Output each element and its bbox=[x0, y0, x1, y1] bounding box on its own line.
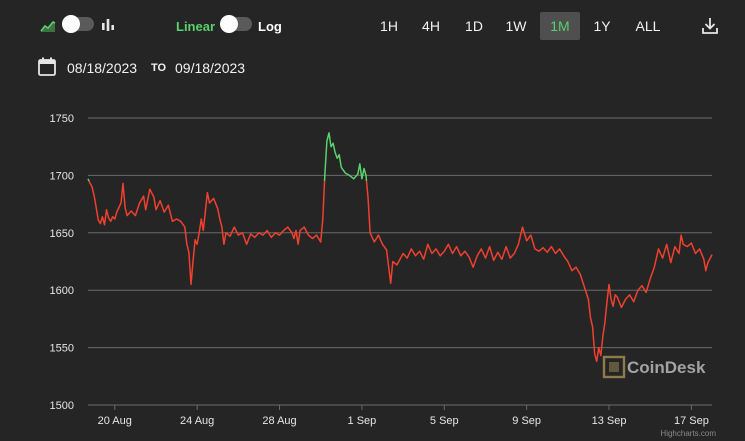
x-tick-label: 24 Aug bbox=[180, 415, 214, 427]
x-tick-label: 20 Aug bbox=[98, 415, 132, 427]
x-tick-label: 28 Aug bbox=[262, 415, 296, 427]
x-axis-labels: 20 Aug 24 Aug 28 Aug 1 Sep 5 Sep 9 Sep 13 Sep 1… bbox=[98, 405, 709, 427]
range-button-1y[interactable]: 1Y bbox=[587, 12, 617, 40]
price-line-above[interactable] bbox=[87, 132, 712, 362]
scale-toggle[interactable] bbox=[220, 15, 252, 33]
y-axis-labels: 1500 1550 1600 1650 1700 1750 bbox=[50, 113, 74, 412]
range-button-4h[interactable]: 4H bbox=[416, 12, 446, 40]
y-tick-label: 1600 bbox=[50, 285, 74, 297]
chart-toolbar: Linear Log 1H 4H 1D 1W 1M 1Y ALL bbox=[0, 0, 745, 52]
scale-linear-label[interactable]: Linear bbox=[176, 19, 216, 34]
coindesk-logo-inner bbox=[609, 362, 619, 372]
date-separator: TO bbox=[151, 62, 167, 74]
download-icon[interactable] bbox=[700, 16, 720, 36]
y-tick-label: 1650 bbox=[50, 228, 74, 240]
date-to[interactable]: 09/18/2023 bbox=[175, 60, 246, 76]
watermark-text: CoinDesk bbox=[627, 358, 706, 377]
range-button-1m[interactable]: 1M bbox=[540, 12, 580, 40]
x-tick-label: 1 Sep bbox=[348, 415, 377, 427]
range-button-1d[interactable]: 1D bbox=[459, 12, 489, 40]
x-tick-label: 5 Sep bbox=[430, 415, 459, 427]
x-tick-label: 17 Sep bbox=[674, 415, 709, 427]
calendar-icon[interactable] bbox=[38, 57, 56, 76]
price-series bbox=[87, 132, 713, 363]
scale-log-label[interactable]: Log bbox=[258, 19, 282, 34]
scale-toggle-knob bbox=[220, 15, 238, 33]
chart-type-toggle-knob bbox=[62, 15, 80, 33]
range-button-all[interactable]: ALL bbox=[630, 12, 666, 40]
price-line-below[interactable] bbox=[88, 133, 713, 363]
range-button-1h[interactable]: 1H bbox=[374, 12, 404, 40]
area-chart-icon[interactable] bbox=[40, 16, 56, 34]
y-tick-label: 1700 bbox=[50, 170, 74, 182]
x-tick-label: 13 Sep bbox=[592, 415, 627, 427]
range-button-1w[interactable]: 1W bbox=[501, 12, 531, 40]
chart-type-toggle[interactable] bbox=[62, 15, 94, 33]
grid-lines bbox=[88, 117, 712, 406]
date-from[interactable]: 08/18/2023 bbox=[67, 60, 138, 76]
highcharts-credit[interactable]: Highcharts.com bbox=[660, 429, 716, 438]
x-tick-label: 9 Sep bbox=[512, 415, 541, 427]
coindesk-logo-icon bbox=[602, 355, 626, 379]
coindesk-watermark: CoinDesk bbox=[602, 355, 706, 379]
candlestick-chart-icon[interactable] bbox=[101, 16, 115, 34]
y-tick-label: 1500 bbox=[50, 400, 74, 412]
y-tick-label: 1550 bbox=[50, 343, 74, 355]
y-tick-label: 1750 bbox=[50, 113, 74, 125]
